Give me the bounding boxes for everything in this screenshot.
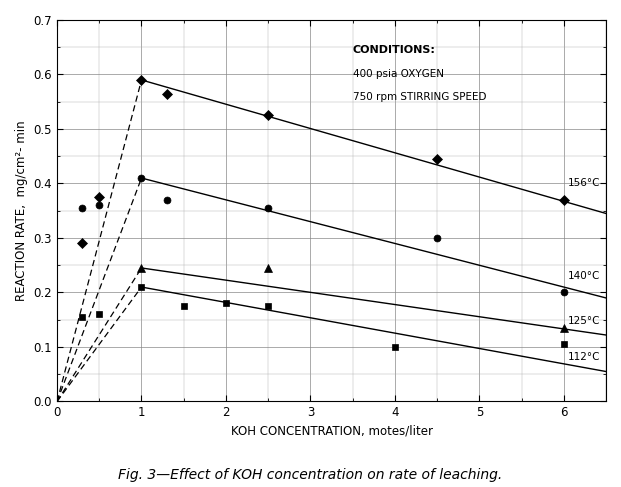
X-axis label: KOH CONCENTRATION, motes/liter: KOH CONCENTRATION, motes/liter <box>230 425 432 438</box>
Text: 112°C: 112°C <box>568 352 601 362</box>
Text: 750 rpm STIRRING SPEED: 750 rpm STIRRING SPEED <box>353 93 486 102</box>
Text: 156°C: 156°C <box>568 179 601 188</box>
Text: 140°C: 140°C <box>568 271 601 281</box>
Text: 125°C: 125°C <box>568 316 601 326</box>
Text: Fig. 3—Effect of KOH concentration on rate of leaching.: Fig. 3—Effect of KOH concentration on ra… <box>119 468 502 482</box>
Y-axis label: REACTION RATE,  mg/cm²- min: REACTION RATE, mg/cm²- min <box>15 120 28 301</box>
Text: 400 psia OXYGEN: 400 psia OXYGEN <box>353 69 443 79</box>
Text: CONDITIONS:: CONDITIONS: <box>353 44 435 55</box>
